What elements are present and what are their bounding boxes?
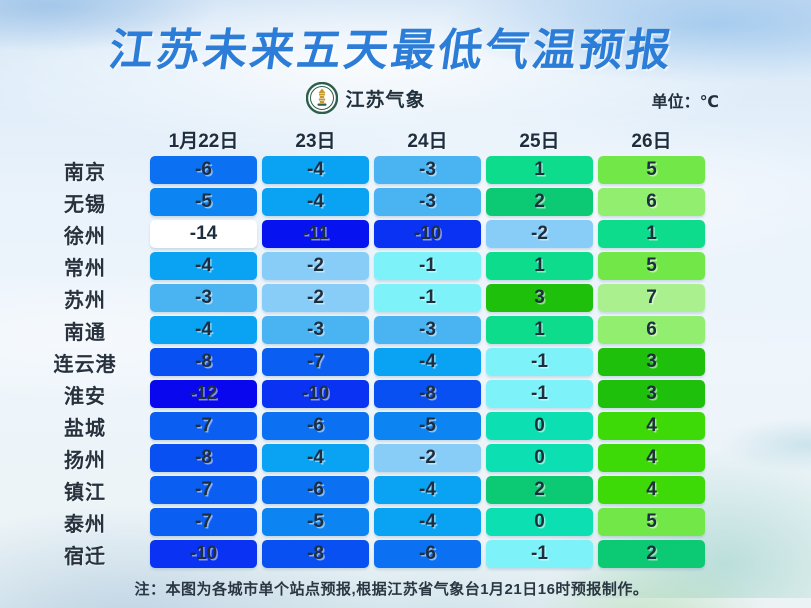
forecast-table: 1月22日 23日 24日 25日 26日 南京 -6 -4 -3 1 5 无锡 -5 -4 -3 2 6 徐州 -…: [25, 126, 705, 568]
temp-cell: -4: [374, 476, 481, 504]
date-header: 26日: [631, 130, 672, 152]
temp-cell: -6: [262, 476, 369, 504]
temp-cell: 6: [598, 316, 705, 344]
temp-cell: -2: [262, 252, 369, 280]
city-label: 镇江: [64, 481, 106, 504]
temp-cell: -12: [150, 380, 257, 408]
city-label: 淮安: [64, 385, 106, 408]
temp-cell: -7: [150, 412, 257, 440]
temp-cell: -8: [150, 444, 257, 472]
temp-cell: -8: [374, 380, 481, 408]
temp-cell: -11: [262, 220, 369, 248]
city-label: 南通: [64, 321, 106, 344]
date-header: 1月22日: [168, 130, 239, 152]
temp-cell: -1: [374, 284, 481, 312]
temp-cell: -6: [262, 412, 369, 440]
temp-cell: -3: [374, 156, 481, 184]
temp-cell: -2: [262, 284, 369, 312]
temp-cell: 1: [598, 220, 705, 248]
temp-cell: -2: [486, 220, 593, 248]
city-label: 苏州: [64, 289, 106, 312]
temp-cell: -6: [374, 540, 481, 568]
temp-cell: -7: [262, 348, 369, 376]
brand-name: 江苏气象: [345, 89, 426, 111]
temp-cell: 3: [598, 348, 705, 376]
temp-cell: -8: [150, 348, 257, 376]
date-header: 24日: [407, 130, 448, 152]
page-title: 江苏未来五天最低气温预报: [105, 26, 677, 75]
temp-cell: -8: [262, 540, 369, 568]
temp-cell: -2: [374, 444, 481, 472]
temp-cell: 5: [598, 508, 705, 536]
temp-cell: -4: [262, 188, 369, 216]
city-label: 扬州: [64, 449, 106, 472]
temp-cell: 2: [598, 540, 705, 568]
jiangsu-meteorology-emblem-icon: [305, 82, 338, 114]
date-header: 25日: [519, 130, 560, 152]
temp-cell: -1: [486, 540, 593, 568]
temp-cell: -5: [150, 188, 257, 216]
city-label: 泰州: [64, 513, 106, 536]
temp-cell: -3: [374, 316, 481, 344]
temp-cell: 1: [486, 252, 593, 280]
temp-cell: 2: [486, 476, 593, 504]
brand: 江苏气象: [305, 82, 425, 114]
temp-cell: -5: [374, 412, 481, 440]
footnote: 注：本图为各城市单个站点预报,根据江苏省气象台1月21日16时预报制作。: [134, 581, 649, 598]
city-label: 常州: [64, 257, 106, 280]
temp-cell: -4: [150, 252, 257, 280]
temp-cell: -4: [150, 316, 257, 344]
corner-header: [25, 126, 145, 152]
temp-cell: -3: [374, 188, 481, 216]
temp-cell: -6: [150, 156, 257, 184]
temp-cell: 0: [486, 412, 593, 440]
temp-cell: 1: [486, 156, 593, 184]
city-label: 盐城: [64, 417, 106, 440]
temp-cell: 7: [598, 284, 705, 312]
city-label: 徐州: [64, 225, 106, 248]
temp-cell: 4: [598, 444, 705, 472]
temp-cell: -4: [262, 156, 369, 184]
temp-cell: 5: [598, 252, 705, 280]
temp-cell: -5: [262, 508, 369, 536]
temp-cell: -3: [150, 284, 257, 312]
temp-cell: -1: [486, 348, 593, 376]
temp-cell: -4: [374, 348, 481, 376]
temp-cell: 4: [598, 476, 705, 504]
temp-cell: 0: [486, 444, 593, 472]
temp-cell: -3: [262, 316, 369, 344]
temp-cell: 1: [486, 316, 593, 344]
temp-cell: -1: [486, 380, 593, 408]
date-header: 23日: [295, 130, 336, 152]
temp-cell: -4: [374, 508, 481, 536]
temp-cell: 2: [486, 188, 593, 216]
temp-cell: -7: [150, 476, 257, 504]
temp-cell: 3: [486, 284, 593, 312]
temp-cell: -7: [150, 508, 257, 536]
temp-cell: 3: [598, 380, 705, 408]
temp-cell: -10: [374, 220, 481, 248]
unit-label: 单位：℃: [651, 94, 719, 111]
temp-cell: -1: [374, 252, 481, 280]
temp-cell: 5: [598, 156, 705, 184]
temp-cell: 0: [486, 508, 593, 536]
temp-cell: 4: [598, 412, 705, 440]
temp-cell: -10: [150, 540, 257, 568]
temp-cell: -14: [150, 220, 257, 248]
watercolor-wash-right-band: [711, 415, 811, 475]
city-label: 南京: [64, 161, 106, 184]
city-label: 连云港: [53, 353, 117, 376]
city-label: 宿迁: [64, 545, 106, 568]
city-label: 无锡: [64, 193, 106, 216]
temp-cell: 6: [598, 188, 705, 216]
temp-cell: -10: [262, 380, 369, 408]
temp-cell: -4: [262, 444, 369, 472]
